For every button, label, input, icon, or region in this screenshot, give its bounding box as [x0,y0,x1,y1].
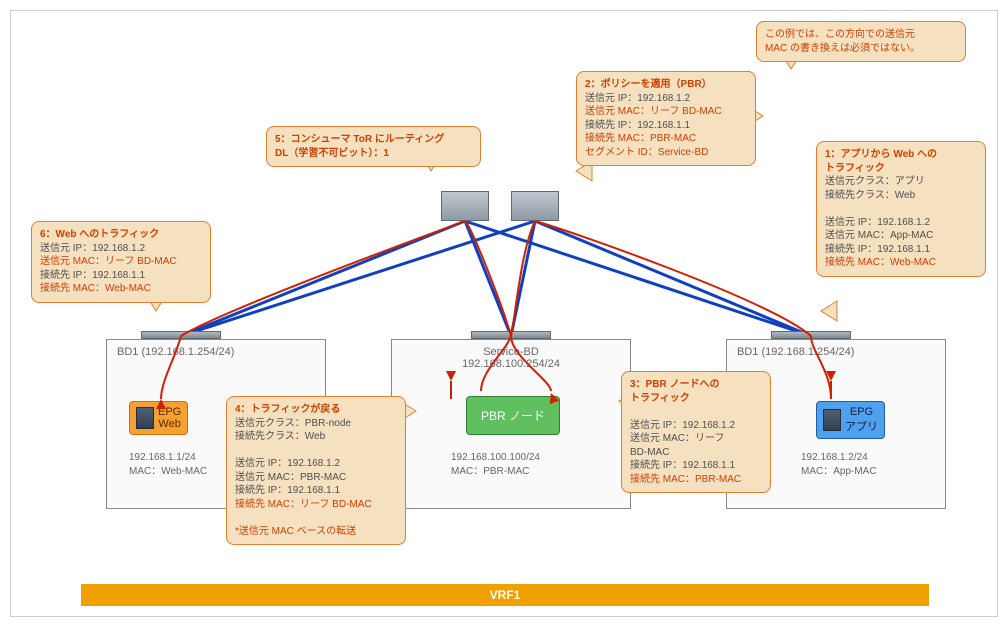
server-icon [136,407,154,429]
leaf-bar-right [771,331,851,339]
server-icon [823,409,841,431]
bd-center-title: Service-BD192.168.100.254/24 [392,346,630,370]
bd-right-addr: 192.168.1.2/24MAC：App-MAC [801,451,877,479]
spine-1 [441,191,489,221]
wires-svg [11,11,998,617]
bd-left-title: BD1 (192.168.1.254/24) [117,346,234,358]
epg-web: EPGWeb [129,401,188,435]
vrf-label: VRF1 [490,588,521,602]
bd-left-addr: 192.168.1.1/24MAC：Web-MAC [129,451,207,479]
callout-c2: 2：ポリシーを適用（PBR）送信元 IP：192.168.1.2送信元 MAC：… [576,71,756,166]
bd-center-addr: 192.168.100.100/24MAC：PBR-MAC [451,451,540,479]
spine-2 [511,191,559,221]
diagram-canvas: BD1 (192.168.1.254/24) Service-BD192.168… [10,10,998,617]
vrf-bar: VRF1 [81,584,929,606]
callout-c1: 1：アプリから Web へのトラフィック送信元クラス：アプリ接続先クラス：Web… [816,141,986,277]
callout-c4: 4：トラフィックが戻る送信元クラス：PBR-node接続先クラス：Web 送信元… [226,396,406,545]
callout-c5: 5：コンシューマ ToR にルーティングDL（学習不可ビット）：1 [266,126,481,167]
callout-c3: 3：PBR ノードへのトラフィック 送信元 IP：192.168.1.2送信元 … [621,371,771,493]
epg-pbr-node: PBR ノード [466,396,560,435]
leaf-bar-center [471,331,551,339]
bd-right-title: BD1 (192.168.1.254/24) [737,346,854,358]
callout-c0: この例では、この方向での送信元MAC の書き換えは必須ではない。 [756,21,966,62]
callout-c6: 6：Web へのトラフィック送信元 IP：192.168.1.2送信元 MAC：… [31,221,211,303]
epg-app: EPGアプリ [816,401,885,439]
leaf-bar-left [141,331,221,339]
